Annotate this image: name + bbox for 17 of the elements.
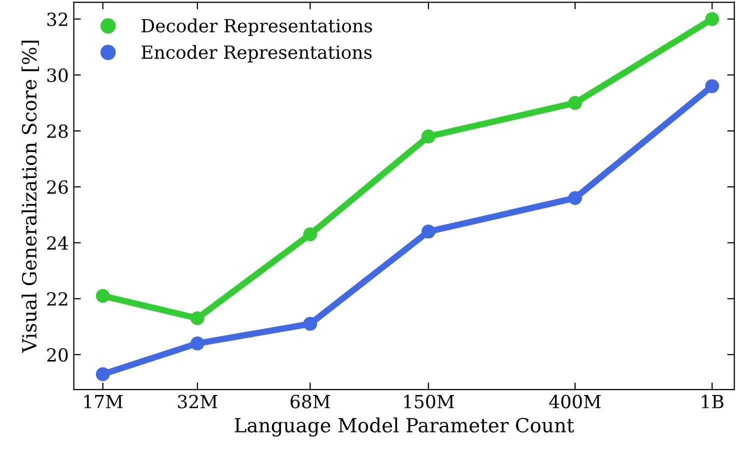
legend-label: Decoder Representations	[142, 18, 372, 36]
y-tick-label: 20	[47, 348, 68, 362]
legend-label: Encoder Representations	[142, 45, 372, 62]
y-tick-label: 32	[47, 12, 68, 26]
y-tick-label: 28	[47, 124, 68, 138]
x-tick-label: 150M	[404, 394, 454, 408]
y-tick-label: 30	[47, 68, 68, 82]
x-tick-label: 32M	[178, 394, 218, 408]
x-tick-label: 1B	[702, 394, 724, 408]
y-axis-title: Visual Generalization Score [%]	[22, 40, 39, 353]
y-tick-label: 26	[47, 180, 68, 194]
x-tick-label: 68M	[290, 394, 330, 408]
y-tick-label: 24	[47, 236, 68, 250]
x-axis-title: Language Model Parameter Count	[234, 417, 574, 437]
x-tick-label: 17M	[84, 394, 123, 408]
x-tick-label: 400M	[549, 394, 601, 408]
y-tick-label: 22	[47, 292, 68, 306]
